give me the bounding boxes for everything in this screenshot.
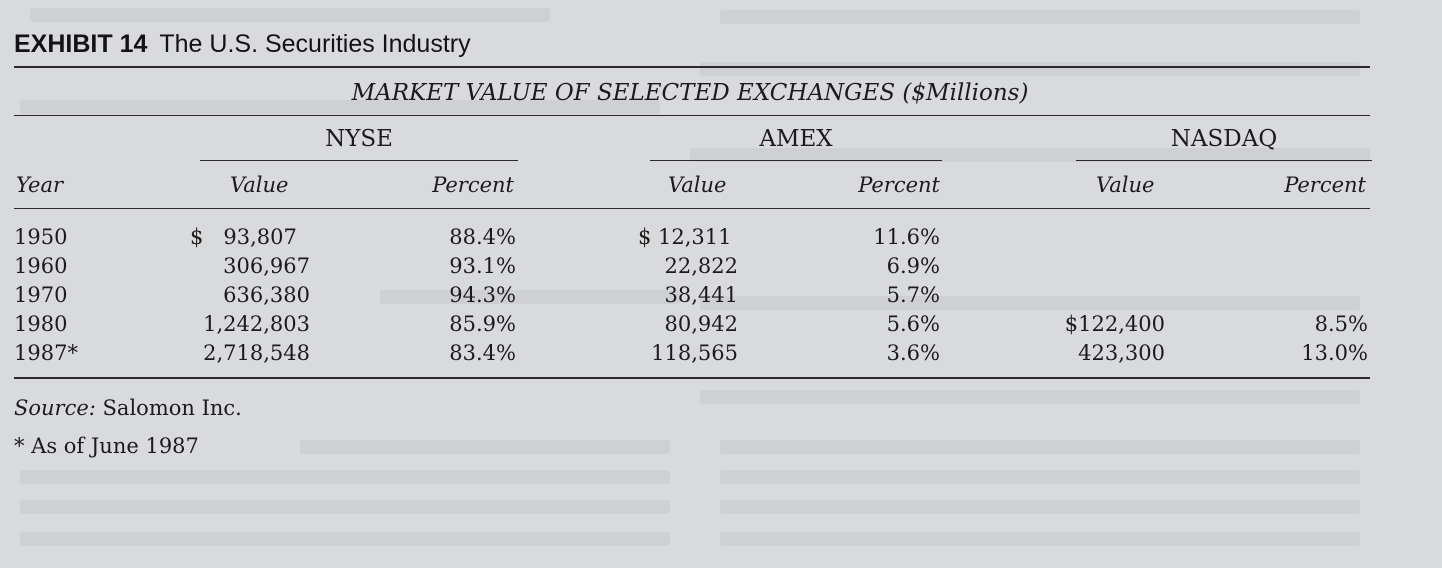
cell-year: 1950 xyxy=(14,225,68,249)
table-caption: MARKET VALUE OF SELECTED EXCHANGES ($Mil… xyxy=(351,80,1029,106)
table-row: 1950 $ 93,807 88.4% $ 12,311 11.6% xyxy=(0,225,1442,253)
cell-nasdaq-value: 423,300 xyxy=(1078,341,1165,365)
table-row: 1960 306,967 93.1% 22,822 6.9% xyxy=(0,254,1442,282)
cell-amex-value: 38,441 xyxy=(664,283,738,307)
cell-nyse-value: 2,718,548 xyxy=(203,341,310,365)
cell-amex-value: 80,942 xyxy=(664,312,738,336)
col-header-amex-value: Value xyxy=(668,173,727,197)
cell-nyse-value: 1,242,803 xyxy=(203,312,310,336)
source-label: Source: xyxy=(14,396,96,420)
col-header-nasdaq-value: Value xyxy=(1096,173,1155,197)
cell-nyse-value: 636,380 xyxy=(223,283,310,307)
amex-underline xyxy=(650,160,942,161)
cell-amex-percent: 5.6% xyxy=(886,312,940,336)
cell-amex-percent: 5.7% xyxy=(886,283,940,307)
header-rule xyxy=(14,208,1370,209)
cell-nyse-value: 306,967 xyxy=(223,254,310,278)
cell-nyse-percent: 94.3% xyxy=(449,283,516,307)
cell-amex-percent: 11.6% xyxy=(873,225,940,249)
caption-rule xyxy=(14,115,1370,116)
cell-year: 1960 xyxy=(14,254,68,278)
group-header-amex: AMEX xyxy=(759,126,833,152)
cell-year: 1980 xyxy=(14,312,68,336)
cell-amex-value: $ 12,311 xyxy=(638,225,732,249)
col-header-amex-percent: Percent xyxy=(858,173,940,197)
cell-amex-percent: 6.9% xyxy=(886,254,940,278)
col-header-year: Year xyxy=(16,173,64,197)
table-row: 1987* 2,718,548 83.4% 118,565 3.6% 423,3… xyxy=(0,341,1442,369)
top-rule xyxy=(14,66,1370,68)
group-header-nasdaq: NASDAQ xyxy=(1170,126,1278,152)
exhibit-heading: EXHIBIT 14 The U.S. Securities Industry xyxy=(14,30,471,59)
table-row: 1970 636,380 94.3% 38,441 5.7% xyxy=(0,283,1442,311)
cell-nyse-percent: 83.4% xyxy=(449,341,516,365)
col-header-nyse-value: Value xyxy=(230,173,289,197)
nyse-underline xyxy=(200,160,518,161)
cell-amex-value: 118,565 xyxy=(651,341,738,365)
cell-nyse-percent: 85.9% xyxy=(449,312,516,336)
cell-nyse-value: $ 93,807 xyxy=(190,225,297,249)
source-text: Salomon Inc. xyxy=(102,396,242,420)
cell-year: 1987* xyxy=(14,341,78,365)
table-row: 1980 1,242,803 85.9% 80,942 5.6% $122,40… xyxy=(0,312,1442,340)
cell-nasdaq-percent: 13.0% xyxy=(1301,341,1368,365)
col-header-nyse-percent: Percent xyxy=(432,173,514,197)
footnote: * As of June 1987 xyxy=(14,434,199,458)
bottom-rule xyxy=(14,377,1370,379)
cell-nyse-percent: 88.4% xyxy=(449,225,516,249)
col-header-nasdaq-percent: Percent xyxy=(1284,173,1366,197)
group-header-nyse: NYSE xyxy=(325,126,393,152)
cell-nasdaq-value: $122,400 xyxy=(1064,312,1165,336)
source-note: Source: Salomon Inc. xyxy=(14,396,242,420)
cell-year: 1970 xyxy=(14,283,68,307)
nasdaq-underline xyxy=(1076,160,1372,161)
cell-nyse-percent: 93.1% xyxy=(449,254,516,278)
cell-nasdaq-percent: 8.5% xyxy=(1314,312,1368,336)
exhibit-title: The U.S. Securities Industry xyxy=(159,30,471,58)
exhibit-number: EXHIBIT 14 xyxy=(14,30,148,58)
cell-amex-percent: 3.6% xyxy=(886,341,940,365)
cell-amex-value: 22,822 xyxy=(664,254,738,278)
